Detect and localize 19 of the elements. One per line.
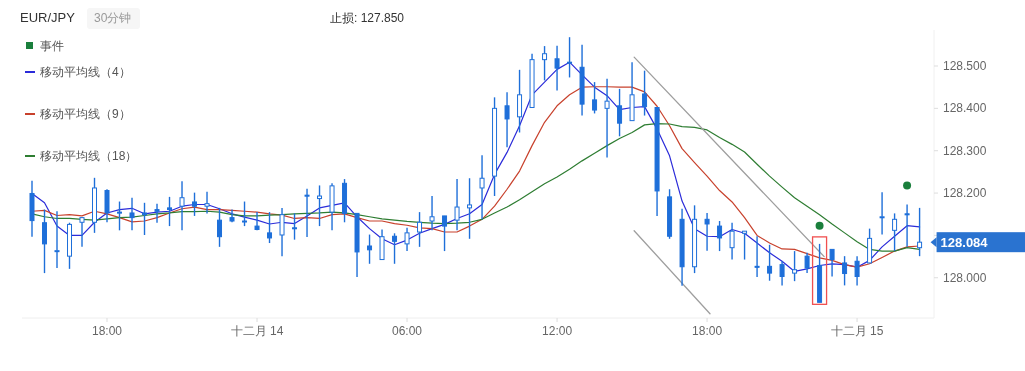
legend-label: 移动平均线（18） xyxy=(40,149,138,163)
text: 止损: 127.850 xyxy=(330,11,405,25)
legend-label: 移动平均线（9） xyxy=(40,107,131,121)
chart-title: EUR/JPY xyxy=(20,10,76,25)
x-tick-label: 18:00 xyxy=(91,324,123,338)
x-tick-label: 18:00 xyxy=(692,324,723,338)
chart-subtitle: 30分钟 xyxy=(94,11,132,25)
x-tick-label: 十二月 15 xyxy=(830,324,884,338)
y-tick-label: 128.000 xyxy=(943,270,987,285)
y-tick-label: 128.200 xyxy=(943,186,987,201)
annotation: 128.084 xyxy=(940,235,989,251)
legend-label: 事件 xyxy=(40,39,64,53)
y-tick-label: 128.400 xyxy=(943,101,987,116)
y-tick-label: 128.500 xyxy=(943,59,987,73)
x-tick-label: 12:00 xyxy=(542,324,573,338)
legend-label: 移动平均线（4） xyxy=(40,65,131,79)
x-tick-label: 十二月 14 xyxy=(230,324,284,338)
x-tick-label: 06:00 xyxy=(392,324,423,338)
y-tick-label: 128.300 xyxy=(943,143,987,158)
